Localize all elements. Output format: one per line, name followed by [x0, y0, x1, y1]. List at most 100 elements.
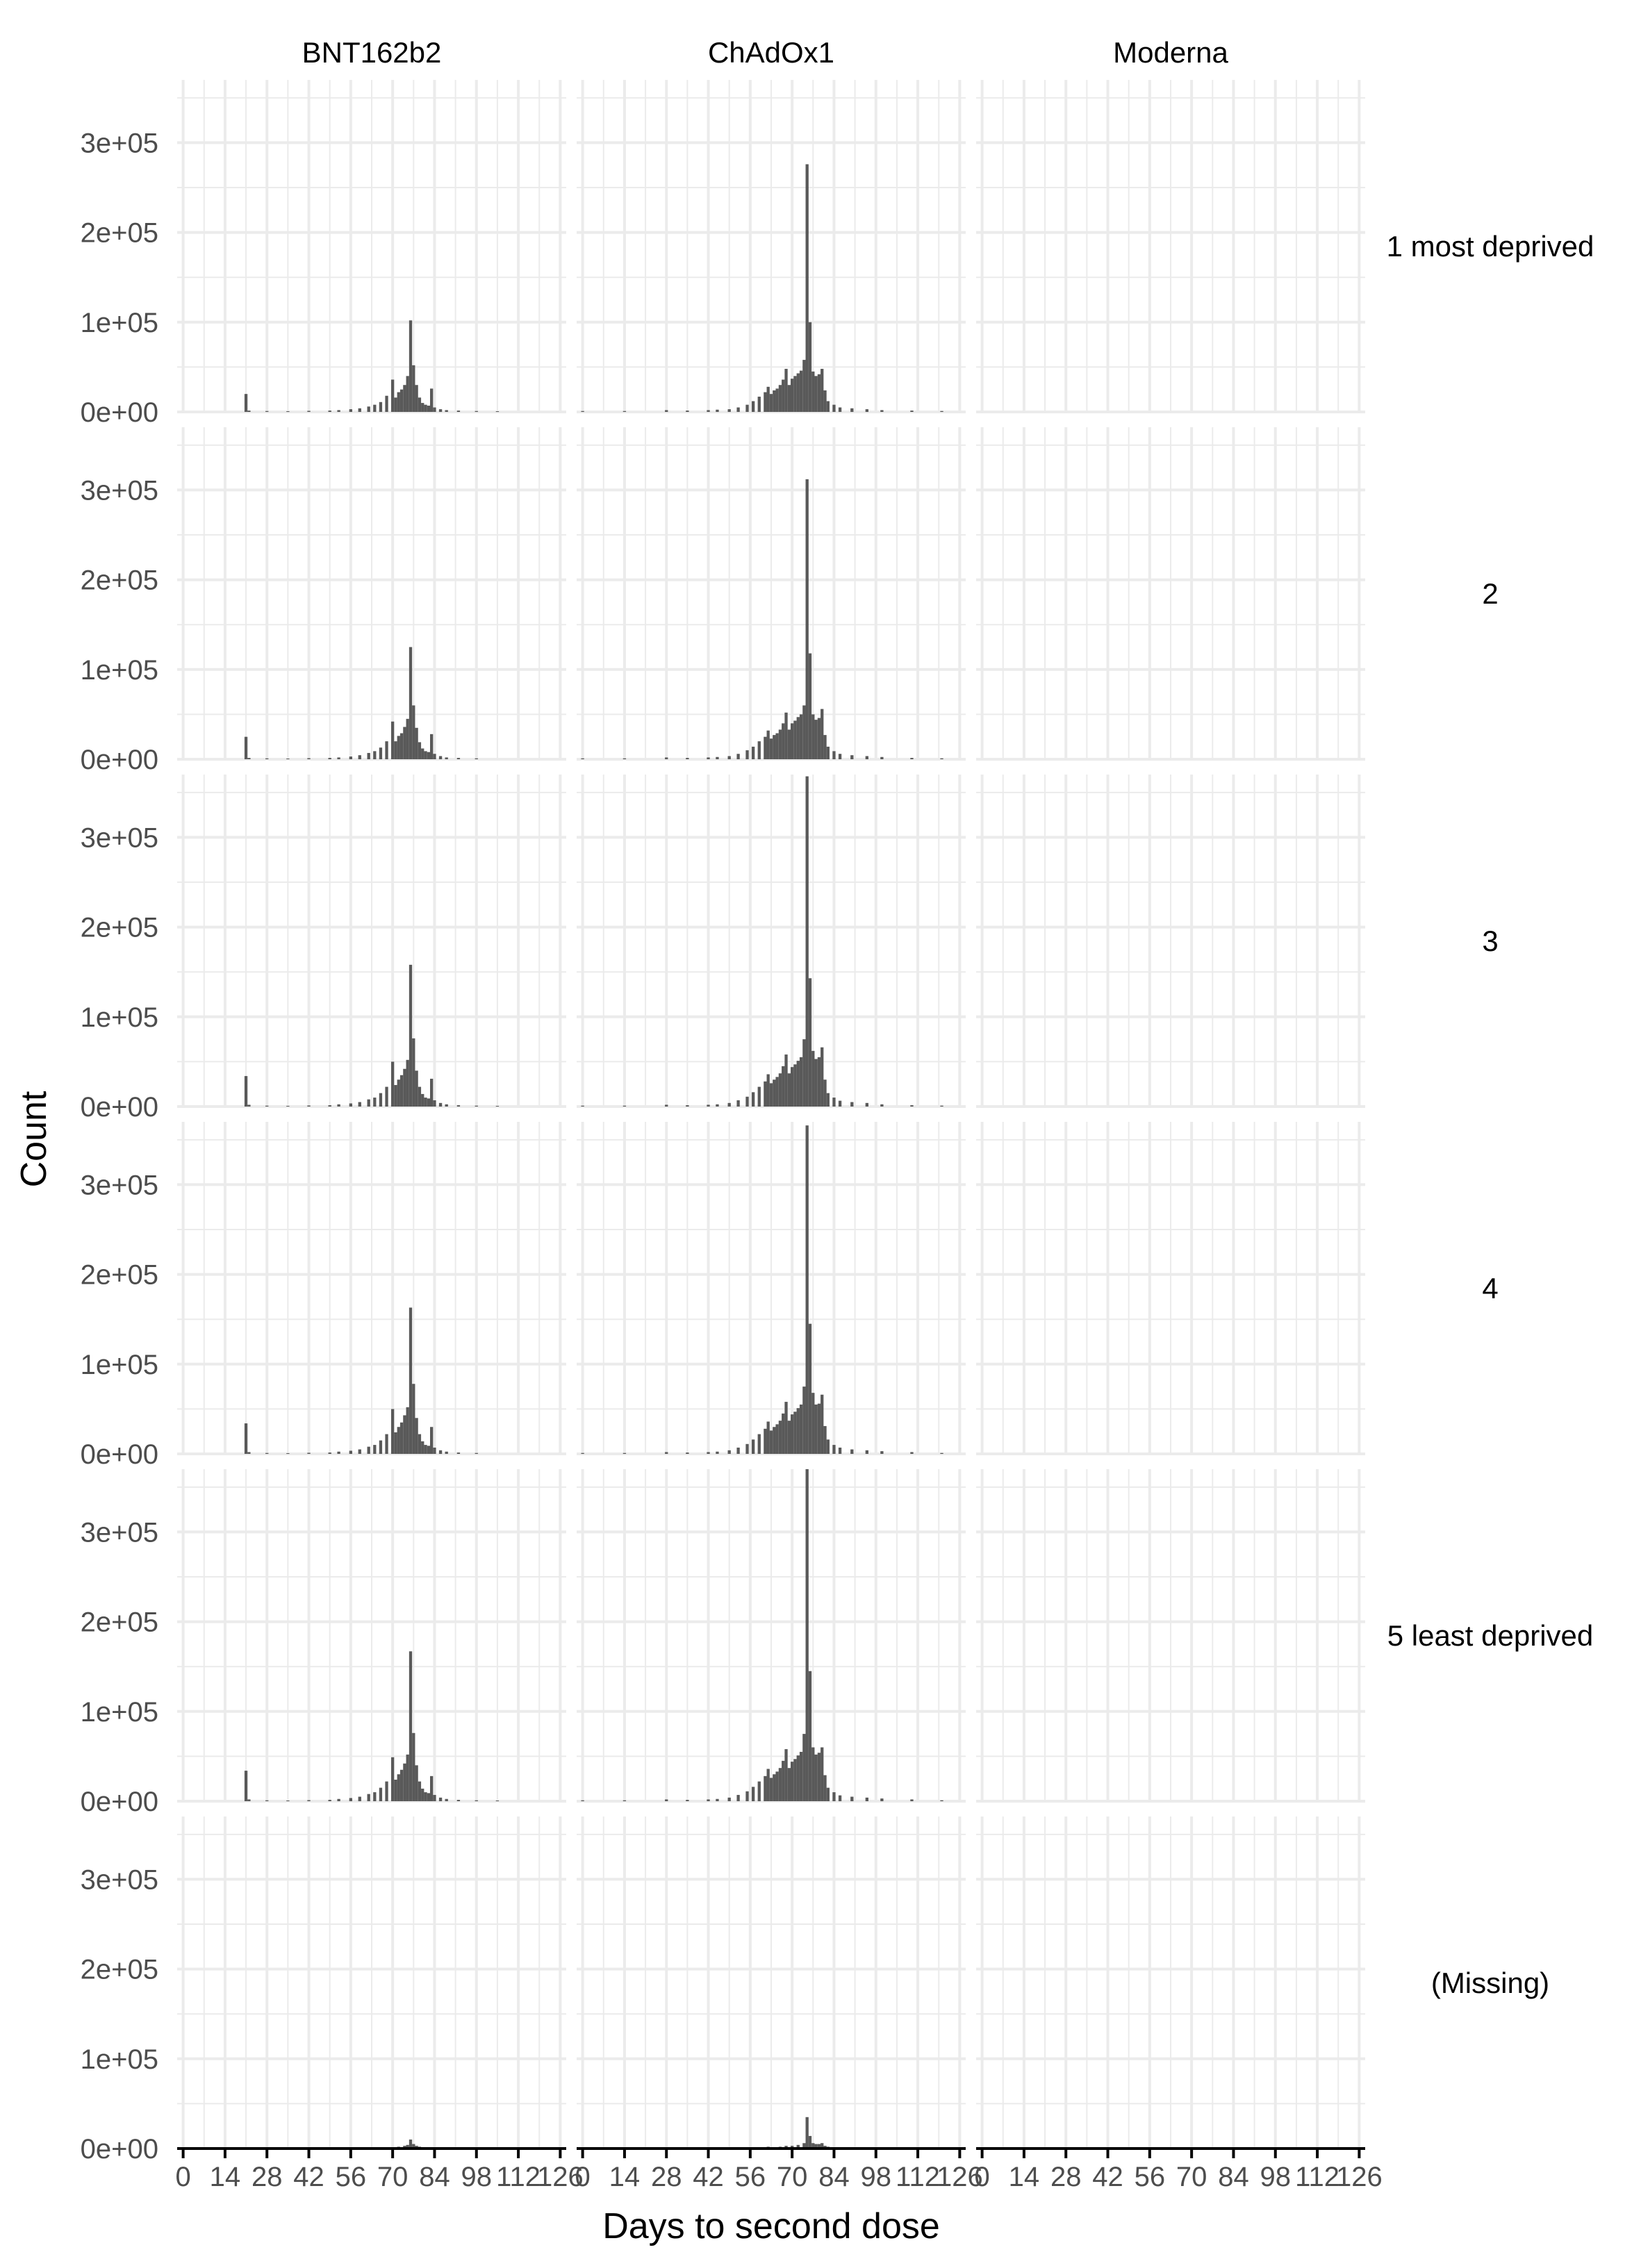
histogram-bar: [764, 1081, 767, 1107]
histogram-bar: [349, 409, 352, 412]
histogram-bar: [838, 754, 842, 759]
histogram-bar: [784, 1402, 788, 1454]
histogram-bar: [415, 385, 418, 412]
histogram-bar: [805, 164, 809, 412]
x-tick-label: 28: [251, 2162, 283, 2192]
histogram-bar: [415, 727, 418, 759]
histogram-bar: [397, 1774, 400, 1801]
histogram-bar: [832, 404, 836, 412]
y-tick-label: 2e+05: [81, 1607, 158, 1638]
histogram-bar: [391, 1061, 395, 1107]
histogram-bar: [406, 718, 409, 759]
x-tick-label: 56: [336, 2162, 367, 2192]
histogram-bar: [802, 2143, 806, 2149]
histogram-bar: [773, 390, 776, 412]
axis-layer: [177, 2147, 1365, 2158]
histogram-bar: [880, 410, 884, 412]
y-tick-label: 0e+00: [81, 397, 158, 428]
x-tick-label: 56: [735, 2162, 766, 2192]
histogram-bar: [367, 406, 370, 412]
histogram-bar: [421, 748, 424, 759]
histogram-bar: [379, 402, 383, 412]
histogram-bar: [412, 705, 415, 759]
histogram-bar: [745, 1443, 749, 1454]
y-tick-label: 2e+05: [81, 913, 158, 943]
histogram-bar: [707, 1104, 710, 1107]
histogram-bar: [438, 1797, 443, 1801]
histogram-bar: [817, 718, 821, 759]
histogram-bar: [665, 757, 668, 759]
histogram-bar: [397, 736, 400, 759]
x-tick-label: 98: [1260, 2162, 1292, 2192]
facet-column-label: ChAdOx1: [708, 36, 834, 69]
histogram-bar: [409, 1651, 413, 1801]
histogram-bar: [752, 1439, 755, 1454]
x-tick-label: 28: [1050, 2162, 1082, 2192]
histogram-bar: [445, 757, 448, 759]
histogram-bar: [757, 1434, 761, 1454]
histogram-bar: [418, 397, 422, 412]
y-tick-label: 1e+05: [81, 1350, 158, 1380]
histogram-bar: [403, 1068, 406, 1107]
histogram-bar: [727, 756, 731, 759]
histogram-bar: [427, 1446, 430, 1454]
histogram-bar: [406, 2144, 409, 2149]
histogram-bar: [373, 404, 377, 412]
panel-grid: [577, 80, 966, 413]
histogram-bar: [823, 1775, 827, 1801]
histogram-bar: [787, 1768, 791, 1801]
histogram-bar: [793, 376, 797, 412]
histogram-bar: [412, 2144, 415, 2149]
histogram-bar: [412, 1038, 415, 1107]
histogram-bar: [766, 730, 770, 759]
histogram-bar: [880, 1798, 884, 1801]
histogram-bar: [409, 964, 413, 1107]
histogram-bar: [832, 751, 836, 759]
histogram-bar: [814, 1059, 818, 1107]
histogram-bar: [433, 1794, 436, 1801]
histogram-bar: [910, 758, 914, 759]
histogram-bar: [399, 1422, 404, 1454]
panel-grid: [177, 1122, 566, 1455]
histogram-bar: [247, 1104, 251, 1107]
histogram-bar: [805, 479, 809, 759]
histogram-bar: [247, 1452, 251, 1454]
histogram-bar: [307, 1800, 311, 1801]
x-tick-label: 126: [937, 2162, 983, 2192]
histogram-bar: [403, 385, 406, 412]
histogram-bar: [456, 1452, 461, 1454]
histogram-bar: [349, 1798, 352, 1801]
histogram-bar: [415, 1765, 418, 1801]
histogram-bar: [367, 752, 370, 759]
histogram-bar: [665, 1799, 668, 1801]
histogram-bar: [403, 1415, 406, 1454]
x-tick-label: 14: [210, 2162, 241, 2192]
histogram-bar: [796, 1061, 800, 1107]
histogram-bar: [793, 1412, 797, 1454]
histogram-bar: [850, 1796, 854, 1801]
histogram-bar: [791, 1067, 794, 1107]
x-tick-label: 98: [461, 2162, 493, 2192]
histogram-bar: [399, 733, 404, 759]
histogram-bar: [727, 1450, 731, 1454]
panel-grid: [976, 1469, 1365, 1803]
histogram-bar: [838, 1100, 842, 1107]
histogram-bar: [286, 1452, 290, 1454]
histogram-bar: [865, 756, 868, 759]
histogram-bar: [802, 1387, 806, 1454]
panel-grid: [577, 427, 966, 761]
histogram-bar: [406, 376, 409, 412]
histogram-bar: [421, 1788, 424, 1801]
histogram-bar: [796, 717, 800, 759]
histogram-bar: [475, 411, 478, 412]
histogram-bar: [775, 388, 779, 412]
histogram-bar: [796, 1755, 800, 1801]
histogram-bar: [791, 723, 794, 759]
y-tick-label: 1e+05: [81, 655, 158, 686]
histogram-bar: [910, 1105, 914, 1107]
histogram-bar: [802, 1734, 806, 1801]
histogram-bar: [622, 1452, 627, 1454]
x-tick-label: 28: [651, 2162, 682, 2192]
histogram-bar: [265, 411, 269, 412]
